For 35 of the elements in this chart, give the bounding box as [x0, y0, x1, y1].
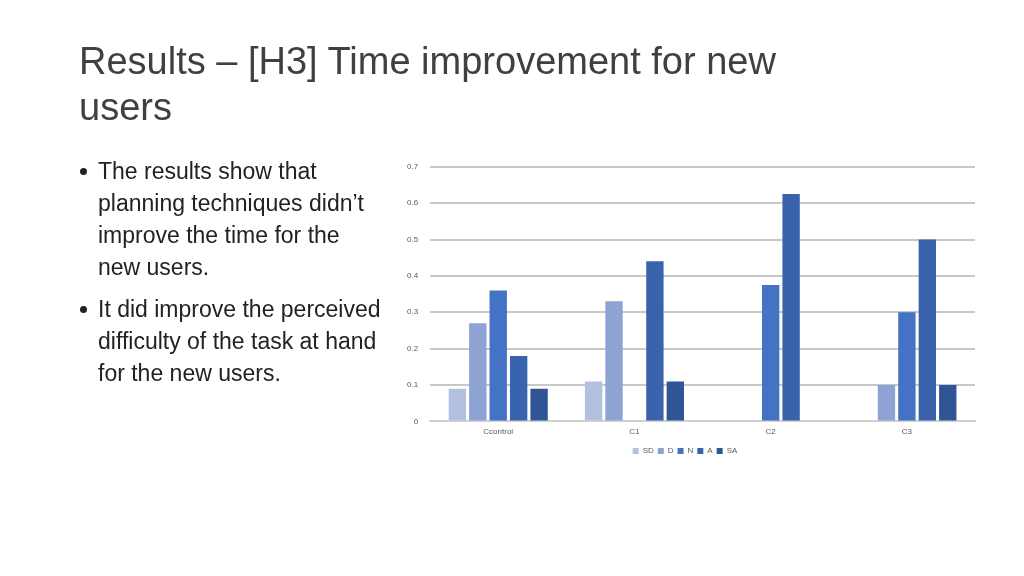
bar: [898, 312, 916, 421]
bar: [489, 290, 507, 421]
bar: [782, 194, 800, 421]
x-tick-label: C3: [901, 427, 913, 437]
y-tick-label: 0.4: [407, 271, 419, 281]
y-tick-label: 0.1: [407, 380, 419, 390]
bar: [469, 323, 487, 421]
y-tick-label: 0.3: [407, 307, 419, 317]
x-tick-label: C1: [629, 427, 641, 437]
bar: [761, 285, 780, 421]
text: It did improve the perceived difficulty of the task at hand for the new users.: [98, 295, 382, 388]
bar: [646, 261, 664, 421]
y-tick-label: 0.6: [407, 198, 419, 208]
y-tick-label: 0.2: [407, 343, 419, 353]
x-tick-label: Ccontrol: [483, 427, 514, 437]
bar: [666, 381, 684, 421]
legend-label: D: [667, 446, 674, 456]
legend-label: SD: [642, 446, 654, 456]
legend-label: SA: [726, 446, 738, 456]
bar: [530, 388, 548, 421]
legend-label: A: [707, 446, 714, 456]
chart-title: Results – [H3] Time improvement for new users: [79, 39, 777, 130]
y-tick-label: 0: [413, 416, 419, 426]
bar: [448, 388, 467, 421]
bar: [509, 355, 528, 421]
x-tick-label: C2: [765, 427, 777, 437]
bar: [584, 381, 603, 421]
bar: [877, 385, 896, 421]
bar: [939, 385, 957, 421]
bar: [918, 239, 937, 421]
text: The results show that planning techniques didn’t improve the time for the new users.: [98, 157, 365, 282]
legend-label: N: [687, 446, 694, 456]
bar: [605, 301, 623, 421]
y-tick-label: 0.7: [407, 162, 419, 171]
y-tick-label: 0.5: [407, 234, 419, 244]
